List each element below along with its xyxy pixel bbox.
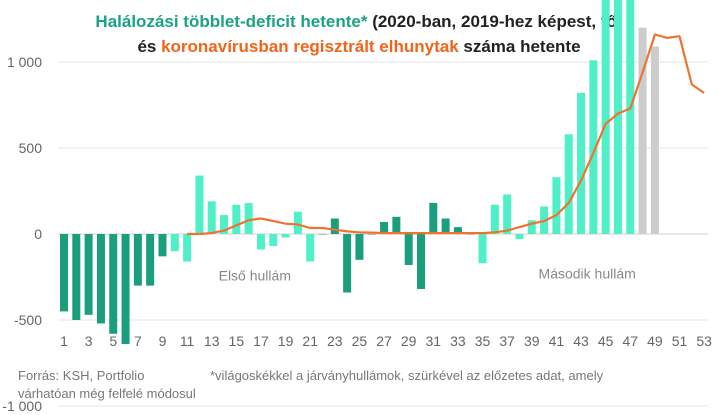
x-tick-label: 23 [327,333,343,349]
x-tick-label: 3 [85,333,93,349]
x-tick-label: 7 [134,333,142,349]
x-tick-label: 11 [180,333,195,349]
bar [72,234,81,320]
bar [146,234,155,286]
bar [626,0,635,234]
chart-title-line2: és koronavírusban regisztrált elhunytak … [0,37,718,57]
bar [293,211,302,234]
x-tick-label: 27 [376,333,392,349]
bar [256,234,265,250]
wave-annotation: Második hullám [539,266,636,282]
bar [404,234,413,265]
x-tick-label: 41 [549,333,565,349]
x-tick-label: 45 [598,333,614,349]
bar [429,203,438,234]
x-tick-label: 43 [573,333,589,349]
x-tick-label: 31 [426,333,442,349]
x-tick-label: 15 [229,333,245,349]
bar [207,201,216,234]
bar [183,234,192,262]
bar [121,234,130,345]
bar [466,234,475,235]
x-tick-label: 51 [672,333,688,349]
bar [343,234,352,293]
bar [84,234,93,315]
x-tick-label: 17 [253,333,269,349]
source-text: Forrás: KSH, Portfolio [18,368,145,383]
x-tick-label: 1 [60,333,68,349]
bar [380,221,389,234]
bar [601,0,610,234]
title-covid-deaths: koronavírusban regisztrált elhunytak [161,37,459,56]
bar [577,92,586,235]
x-tick-label: 21 [302,333,318,349]
title-subtitle: (2020-ban, 2019-hez képest, fő) [367,12,623,31]
x-tick-label: 49 [647,333,663,349]
bar [650,46,659,234]
bar [416,234,425,290]
covid-deaths-line [187,33,705,236]
bar [613,0,622,234]
title-suffix: száma hetente [458,37,581,56]
bar [515,234,524,240]
bar [441,218,450,234]
x-tick-label: 39 [524,333,540,349]
bar [281,234,290,238]
x-tick-label: 19 [278,333,294,349]
bar [60,234,68,312]
bar [527,220,536,234]
footnote-line1: *világoskékkel a járványhullámok, szürké… [210,368,604,383]
bar [367,234,376,235]
bar [453,227,462,234]
bar [552,177,561,234]
x-tick-label: 29 [401,333,417,349]
x-tick-label: 37 [499,333,515,349]
bar [109,234,118,334]
x-tick-label: 33 [450,333,466,349]
bar [232,204,241,234]
x-tick-label: 35 [475,333,491,349]
footnote-line2: várhatóan még felfelé módosul [18,386,196,401]
y-tick-label: 1 000 [7,54,42,70]
bar [318,234,327,235]
bar [392,216,401,234]
x-tick-label: 53 [696,333,712,349]
x-tick-label: 25 [352,333,368,349]
bar [158,234,167,257]
x-tick-label: 9 [159,333,167,349]
bar [269,234,278,247]
y-tick-label: -500 [14,312,42,328]
bar [330,218,339,234]
y-tick-label: -1 000 [2,398,42,414]
x-tick-label: 47 [622,333,638,349]
bar [220,215,229,234]
bar [133,234,142,286]
bar [503,194,512,234]
bar [306,234,315,262]
y-tick-label: 0 [34,226,42,242]
wave-annotation: Első hullám [219,267,291,283]
bar [564,134,573,234]
bar [96,234,105,324]
bar [355,234,364,260]
bar [478,234,487,264]
bar [589,60,598,234]
bar [170,234,179,252]
chart-title-line1: Halálozási többlet-deficit hetente* (202… [0,12,718,32]
x-tick-label: 13 [204,333,220,349]
bar [490,204,499,234]
x-tick-label: 5 [109,333,117,349]
bar [244,203,253,234]
bar [195,175,204,234]
bar [638,27,647,234]
y-tick-label: 500 [19,140,43,156]
title-prefix: és [137,37,162,56]
title-excess-deaths: Halálozási többlet-deficit hetente* [95,12,368,31]
